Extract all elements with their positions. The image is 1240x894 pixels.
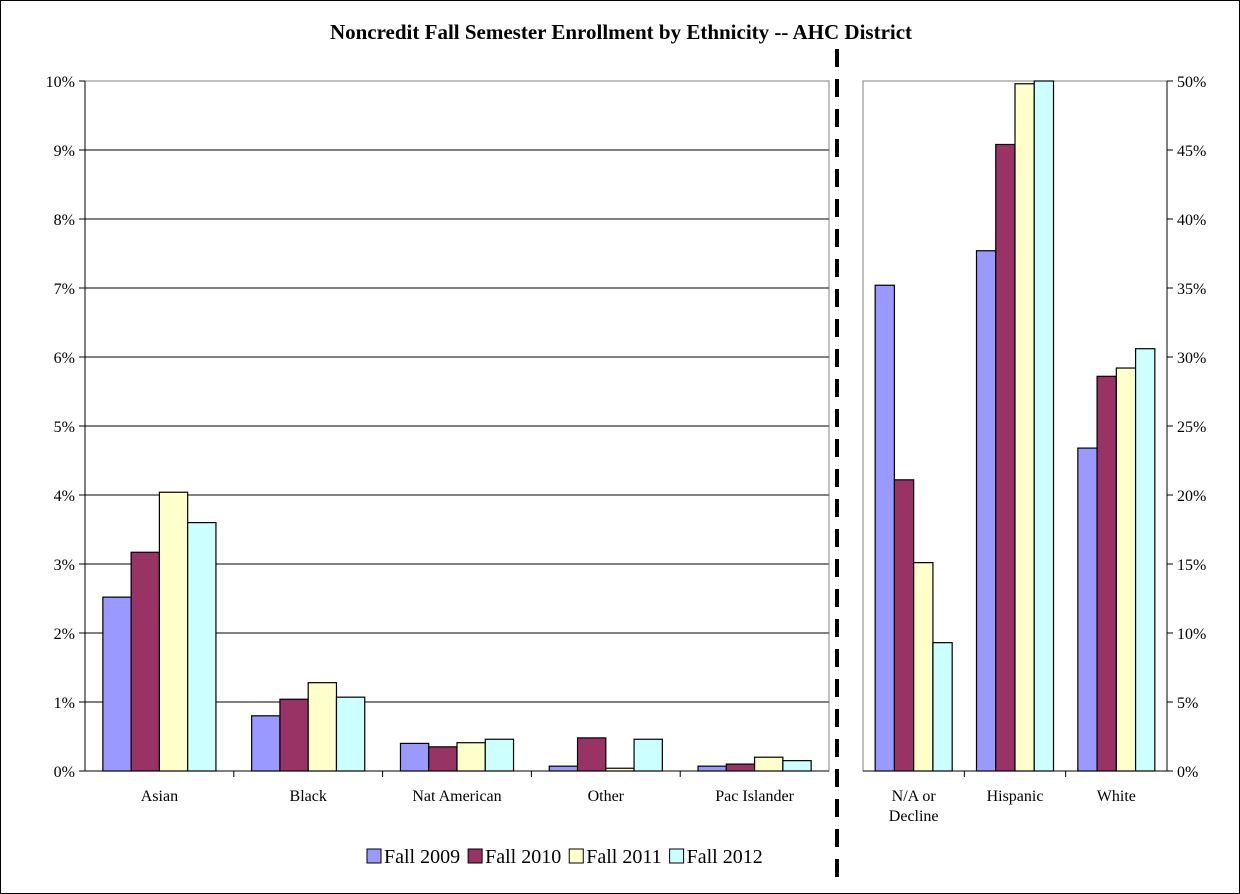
y-tick-label: 3%	[54, 557, 75, 574]
bar-3	[1115, 367, 1137, 772]
bar-3	[158, 491, 189, 772]
bar-3	[1014, 83, 1035, 772]
panel-2: 0% 5% 10% 15% 20% 25% 30% 35% 40% 45% 50% N/A or Dec…	[862, 74, 1206, 825]
legend-swatch	[669, 848, 685, 864]
bar-4	[187, 521, 217, 772]
bar-2	[279, 698, 309, 772]
y-tick-label: 40%	[1177, 212, 1206, 229]
y-tick-label: 2%	[54, 626, 75, 643]
bar-3	[456, 742, 486, 772]
y-tick-label: 7%	[54, 281, 75, 298]
legend-swatch	[568, 848, 584, 864]
bar-1	[697, 765, 727, 772]
bar-2	[428, 746, 458, 772]
bar-4	[782, 760, 812, 772]
legend-swatch	[366, 848, 382, 864]
category-label: Pac Islander	[715, 788, 794, 805]
panel-1: 0% 1% 2% 3% 4% 5% 6% 7% 8% 9% 10% Asian Black Nat Ame…	[46, 74, 830, 805]
category-label: N/A or	[892, 788, 937, 805]
y-tick-label: 20%	[1177, 488, 1206, 505]
category-label: Nat American	[412, 788, 501, 805]
bar-3	[307, 682, 338, 772]
y-tick-label: 10%	[46, 74, 75, 91]
bar-4	[1134, 348, 1156, 772]
bar-1	[399, 742, 430, 772]
legend-label: Fall 2010	[485, 846, 561, 868]
bar-4	[484, 738, 515, 772]
bar-1	[548, 765, 579, 772]
y-tick-label: 25%	[1177, 419, 1206, 436]
chart-panels: 0% 1% 2% 3% 4% 5% 6% 7% 8% 9% 10% Asian Black Nat Ame…	[46, 74, 1207, 825]
bar-2	[995, 143, 1016, 772]
y-tick-label: 6%	[54, 350, 75, 367]
bar-2	[725, 763, 756, 772]
category-label: Hispanic	[987, 788, 1044, 805]
bar-1	[1077, 447, 1098, 772]
bar-4	[932, 642, 953, 772]
bar-3	[605, 767, 635, 772]
bar-3	[753, 756, 784, 772]
legend-item: Fall 2010	[467, 846, 561, 868]
y-tick-label: 45%	[1177, 143, 1206, 160]
chart-title: Noncredit Fall Semester Enrollment by Et…	[330, 20, 912, 44]
legend-label: Fall 2011	[586, 846, 661, 868]
y-tick-label: 8%	[54, 212, 75, 229]
y-tick-label: 5%	[1177, 695, 1198, 712]
bar-2	[576, 737, 607, 772]
bar-1	[251, 715, 281, 772]
bar-1	[102, 596, 132, 772]
y-tick-label: 1%	[54, 695, 75, 712]
legend-item: Fall 2011	[568, 846, 662, 868]
legend-item: Fall 2012	[669, 846, 763, 868]
y-tick-label: 50%	[1177, 74, 1206, 91]
y-tick-label: 4%	[54, 488, 75, 505]
bar-1	[975, 250, 997, 772]
category-label: Decline	[889, 808, 939, 825]
legend-item: Fall 2009	[366, 846, 460, 868]
bar-2	[893, 479, 915, 772]
y-tick-label: 0%	[1177, 764, 1198, 781]
y-tick-label: 10%	[1177, 626, 1206, 643]
category-label: Black	[290, 788, 327, 805]
category-label: Other	[588, 788, 625, 805]
y-tick-label: 9%	[54, 143, 75, 160]
bar-2	[1096, 375, 1117, 772]
y-tick-label: 35%	[1177, 281, 1206, 298]
bar-3	[913, 562, 934, 772]
y-tick-label: 30%	[1177, 350, 1206, 367]
legend-swatch	[467, 848, 483, 864]
bar-1	[874, 284, 896, 772]
bar-4	[633, 738, 663, 772]
category-label: White	[1097, 788, 1136, 805]
y-tick-label: 15%	[1177, 557, 1206, 574]
legend-label: Fall 2009	[384, 846, 460, 868]
bar-2	[130, 551, 161, 772]
category-label: Asian	[141, 788, 178, 805]
bar-4	[335, 696, 366, 772]
bar-4	[1033, 80, 1055, 772]
y-tick-label: 0%	[54, 764, 75, 781]
legend: Fall 2009 Fall 2010 Fall 2011 Fall 2012	[366, 846, 763, 868]
legend-label: Fall 2012	[687, 846, 763, 868]
y-tick-label: 5%	[54, 419, 75, 436]
